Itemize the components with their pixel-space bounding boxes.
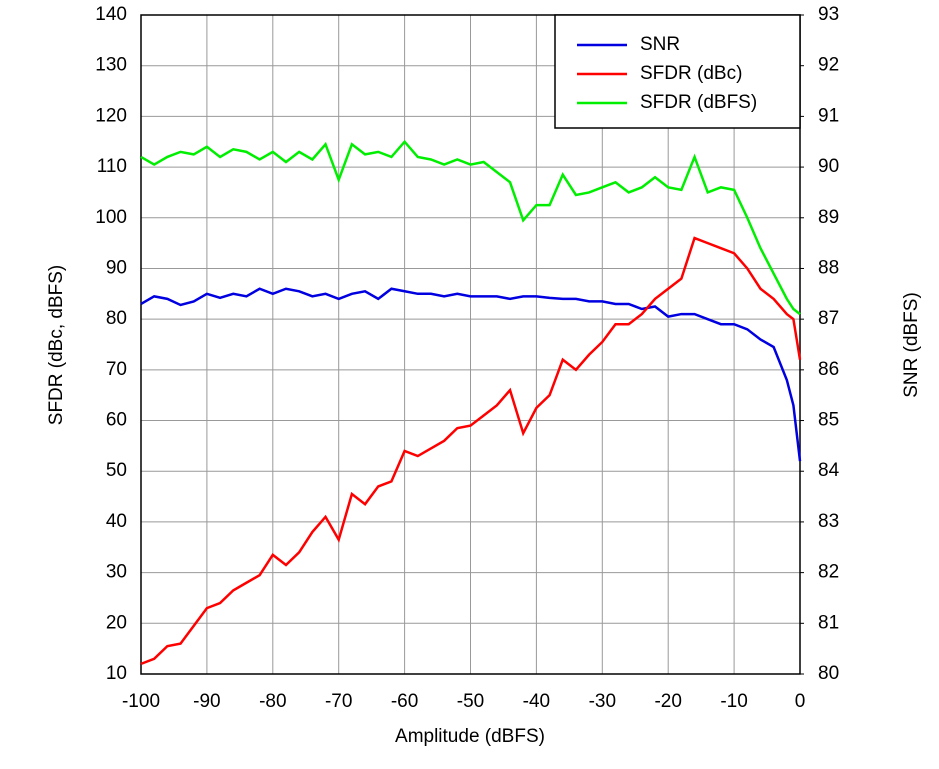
data-line <box>140 287 802 462</box>
y-tick-label: 110 <box>97 156 127 177</box>
y-tick-label: 100 <box>95 207 127 228</box>
y2-tick-label: 91 <box>818 105 839 126</box>
y-tick-label: 20 <box>106 612 127 633</box>
x-tick-label: -80 <box>259 691 286 712</box>
y2-tick-label: 86 <box>818 359 839 380</box>
x-tick-label: 0 <box>795 691 806 712</box>
data-line <box>140 236 802 666</box>
y-tick-label: 80 <box>106 308 127 329</box>
y-tick-label: 70 <box>106 359 127 380</box>
legend-label: SFDR (dBc) <box>640 63 742 84</box>
y2-tick-label: 82 <box>818 562 839 583</box>
y-tick-label: 130 <box>95 55 127 76</box>
y-tick-label: 30 <box>106 562 127 583</box>
y2-tick-label: 89 <box>818 207 839 228</box>
y-tick-label: 10 <box>106 663 127 684</box>
y2-tick-label: 85 <box>818 410 839 431</box>
y-tick-label: 40 <box>106 511 127 532</box>
plot-frame <box>140 14 801 675</box>
y-tick-label: 60 <box>106 410 127 431</box>
legend-label: SNR <box>640 34 680 55</box>
y2-axis-label: SNR (dBFS) <box>901 292 922 398</box>
x-tick-label: -30 <box>589 691 616 712</box>
x-tick-label: -10 <box>720 691 747 712</box>
x-tick-label: -20 <box>654 691 681 712</box>
y2-tick-label: 93 <box>818 4 839 25</box>
y2-tick-label: 84 <box>818 460 840 481</box>
x-tick-label: -100 <box>122 691 160 712</box>
legend-box <box>554 14 801 129</box>
y-tick-label: 140 <box>95 4 127 25</box>
y2-tick-label: 92 <box>818 55 839 76</box>
y2-tick-label: 80 <box>818 663 839 684</box>
x-tick-label: -60 <box>391 691 418 712</box>
data-line <box>140 139 801 316</box>
y2-tick-label: 87 <box>818 308 839 329</box>
y2-tick-label: 83 <box>818 511 839 532</box>
y-tick-label: 120 <box>95 105 127 126</box>
y-tick-label: 90 <box>106 257 127 278</box>
x-tick-label: -90 <box>193 691 220 712</box>
x-axis-label: Amplitude (dBFS) <box>395 726 545 747</box>
y-axis-label: SFDR (dBc, dBFS) <box>46 265 67 425</box>
y2-tick-label: 90 <box>818 156 839 177</box>
x-tick-label: -70 <box>325 691 352 712</box>
x-tick-label: -40 <box>523 691 550 712</box>
y-tick-label: 50 <box>106 460 127 481</box>
y2-tick-label: 81 <box>818 612 839 633</box>
y2-tick-label: 88 <box>818 257 839 278</box>
legend-label: SFDR (dBFS) <box>640 92 757 113</box>
x-tick-label: -50 <box>457 691 484 712</box>
